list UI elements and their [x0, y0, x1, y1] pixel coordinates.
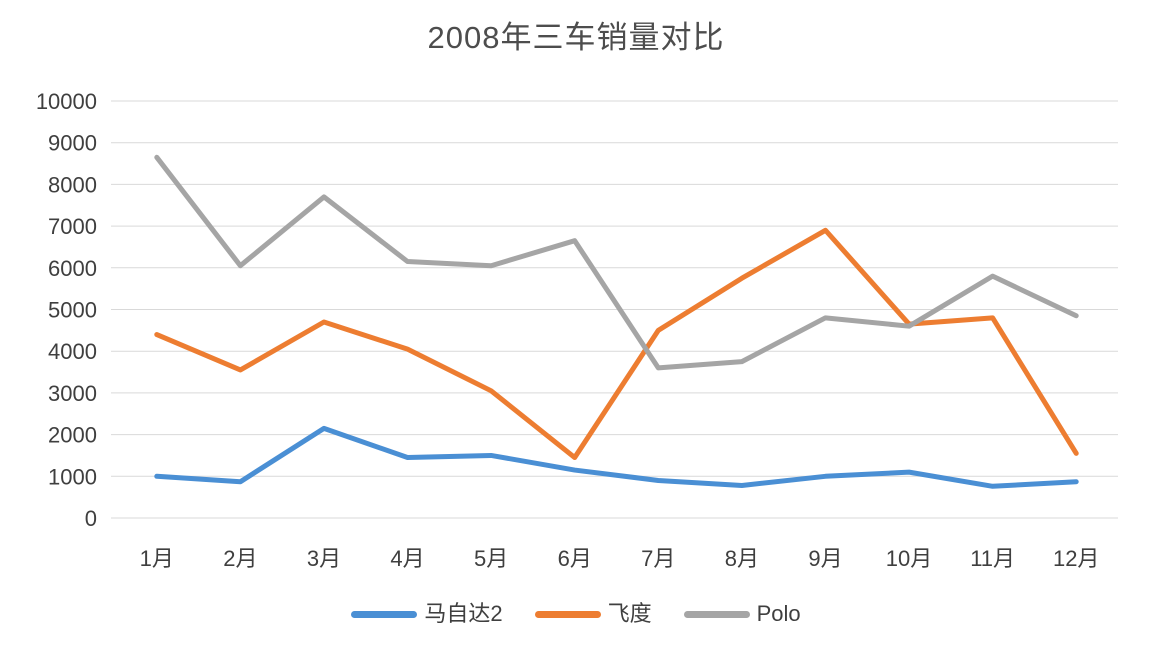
x-axis-tick-label: 9月: [808, 546, 842, 571]
x-axis-tick-label: 6月: [558, 546, 592, 571]
y-axis-tick-label: 2000: [48, 423, 97, 448]
x-axis-tick-label: 3月: [307, 546, 341, 571]
y-axis-tick-label: 1000: [48, 464, 97, 489]
legend-label: 飞度: [607, 601, 652, 626]
y-axis-tick-label: 7000: [48, 214, 97, 239]
legend-label: Polo: [756, 601, 801, 626]
series-line-1: [154, 425, 1079, 489]
y-axis-tick-label: 6000: [48, 256, 97, 281]
legend-line-swatch: [683, 610, 750, 618]
series-line-2: [154, 227, 1079, 461]
y-axis-tick-label: 9000: [48, 131, 97, 156]
y-axis-tick-label: 4000: [48, 339, 97, 364]
x-axis-tick-label: 10月: [886, 546, 932, 571]
y-axis-tick-label: 3000: [48, 381, 97, 406]
x-axis-tick-label: 2月: [223, 546, 257, 571]
x-axis-tick-label: 11月: [970, 546, 1015, 571]
legend-item-2: 飞度: [534, 601, 652, 626]
chart-legend: 马自达2 飞度 Polo: [0, 603, 1152, 625]
chart-title: 2008年三车销量对比: [427, 20, 725, 55]
y-axis-tick-label: 5000: [48, 298, 97, 323]
x-axis-tick-label: 5月: [474, 546, 508, 571]
x-axis-tick-label: 12月: [1053, 546, 1099, 571]
line-chart-plot: 0 1000 2000 3000 4000 5000 6000 7000 8000 9000 100…: [36, 89, 1118, 571]
legend-line-swatch: [351, 610, 418, 618]
legend-item-3: Polo: [683, 601, 801, 626]
x-axis-tick-label: 8月: [725, 546, 759, 571]
y-axis-tick-label: 8000: [48, 172, 97, 197]
y-axis-tick-label: 0: [85, 506, 97, 531]
series-line-3: [154, 154, 1079, 371]
x-axis-tick-label: 1月: [140, 546, 174, 571]
legend-item-1: 马自达2: [351, 601, 503, 626]
legend-label: 马自达2: [424, 601, 503, 626]
legend-line-swatch: [534, 610, 601, 618]
y-axis-tick-label: 10000: [36, 89, 97, 114]
x-axis-tick-label: 4月: [390, 546, 424, 571]
x-axis-tick-label: 7月: [641, 546, 675, 571]
